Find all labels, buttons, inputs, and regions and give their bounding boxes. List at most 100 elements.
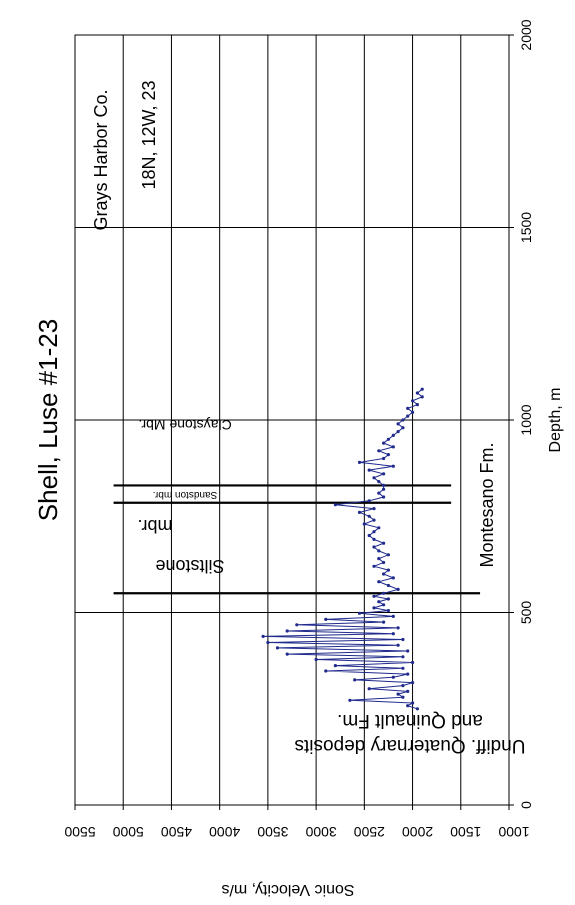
data-point (382, 541, 386, 545)
data-point (396, 587, 400, 592)
data-point (386, 609, 390, 613)
data-point (406, 672, 410, 676)
data-point (382, 572, 386, 576)
data-point (372, 518, 376, 522)
data-point (372, 476, 376, 480)
tick-label-velocity: 1500 (450, 824, 481, 840)
data-point (406, 406, 410, 410)
data-point (382, 456, 386, 461)
ticks: 1000150020002500300035004000450050005500… (64, 19, 534, 840)
data-point (396, 643, 400, 647)
data-point (411, 410, 415, 414)
data-point (377, 580, 381, 584)
data-point (382, 620, 386, 624)
data-point (382, 495, 386, 499)
data-point (357, 460, 362, 464)
annotation-grid: 18N, 12W, 23 (139, 80, 159, 189)
data-point (357, 510, 362, 514)
tick-label-depth: 1500 (518, 212, 534, 243)
data-point (406, 689, 410, 694)
grid (75, 35, 509, 805)
tick-label-velocity: 2000 (402, 824, 433, 840)
data-point (275, 646, 280, 650)
data-point (377, 491, 381, 495)
annotation-siltstone-line1: Siltstone (155, 556, 224, 576)
data-point (411, 399, 415, 403)
data-point (411, 701, 415, 705)
data-point (285, 629, 289, 633)
tick-label-velocity: 2500 (354, 824, 385, 840)
data-point (401, 684, 405, 688)
data-point (382, 483, 386, 487)
tick-label-velocity: 3500 (257, 824, 288, 840)
data-point (382, 560, 386, 565)
tick-label-depth: 500 (518, 601, 534, 625)
data-point (333, 503, 337, 507)
data-point (415, 391, 419, 395)
annotation-quaternary-line2: and Quinault Fm. (337, 710, 483, 731)
annotation-siltstone-line2: mbr. (137, 516, 172, 536)
data-point (396, 430, 400, 434)
data-point (411, 660, 415, 665)
data-point (266, 640, 270, 645)
data-point (377, 449, 381, 453)
data-point (401, 666, 405, 670)
data-point (367, 514, 371, 518)
data-point (348, 698, 352, 702)
tick-label-depth: 2000 (518, 19, 534, 50)
data-point (377, 526, 381, 530)
chart-title: Shell, Luse #1-23 (33, 319, 63, 521)
data-point (382, 487, 386, 491)
data-point (362, 522, 366, 526)
data-point (261, 634, 265, 639)
data-point (396, 626, 400, 630)
data-point (386, 583, 390, 588)
data-point (372, 530, 376, 534)
tick-label-velocity: 5000 (112, 824, 143, 840)
data-point (386, 597, 390, 601)
data-point (406, 414, 410, 418)
data-point (314, 657, 318, 662)
data-point (401, 426, 405, 430)
data-point (377, 557, 381, 561)
data-point (391, 632, 395, 636)
data-point (377, 480, 381, 484)
data-point (333, 664, 337, 668)
tick-label-depth: 1000 (518, 404, 534, 435)
data-point (382, 603, 386, 607)
data-point (391, 445, 395, 449)
data-point (391, 433, 395, 437)
annotation-quaternary-line1: Undiff. Quaternary deposits (295, 735, 526, 756)
data-point (367, 499, 371, 503)
data-point (396, 692, 400, 696)
data-point (372, 545, 376, 549)
data-point (391, 576, 395, 580)
data-point (295, 623, 299, 627)
series (261, 387, 424, 711)
annotation-montesano: Montesano Fm. (477, 442, 497, 567)
data-point (382, 441, 386, 445)
data-point (324, 669, 328, 673)
data-point (391, 464, 395, 468)
data-point (401, 655, 405, 659)
data-point (415, 707, 419, 711)
tick-label-velocity: 4500 (161, 824, 192, 840)
series-line (263, 388, 424, 710)
data-point (324, 617, 328, 622)
data-point (401, 695, 405, 699)
annotation-sandstone: Sandston mbr. (153, 489, 217, 500)
data-point (367, 533, 371, 538)
data-point (386, 553, 390, 557)
data-point (377, 600, 381, 604)
data-point (372, 537, 376, 542)
data-point (382, 591, 386, 595)
data-point (377, 549, 381, 553)
data-point (406, 649, 410, 653)
data-point (391, 675, 395, 679)
data-point (386, 437, 390, 441)
data-point (372, 606, 376, 610)
data-point (420, 387, 424, 391)
data-point (401, 637, 405, 642)
annotation-county: Grays Harbor Co. (91, 89, 111, 230)
data-point (406, 704, 410, 708)
